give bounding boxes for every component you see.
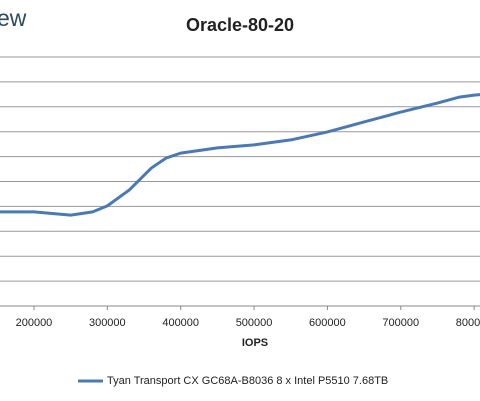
logo-text: ew <box>0 5 27 31</box>
x-tick-label: 600000 <box>309 317 346 329</box>
x-tick-label: 400000 <box>162 317 199 329</box>
data-line <box>0 93 480 217</box>
legend-label: Tyan Transport CX GC68A-B8036 8 x Intel … <box>107 375 388 387</box>
x-axis-label: IOPS <box>242 337 268 349</box>
x-tick-label: 300000 <box>89 317 126 329</box>
x-tick-label: 500000 <box>236 317 273 329</box>
chart-title: Oracle-80-20 <box>186 15 294 35</box>
x-tick-label: 700000 <box>382 317 419 329</box>
x-tick-label: 200000 <box>16 317 53 329</box>
x-tick-label: 800000 <box>456 317 480 329</box>
